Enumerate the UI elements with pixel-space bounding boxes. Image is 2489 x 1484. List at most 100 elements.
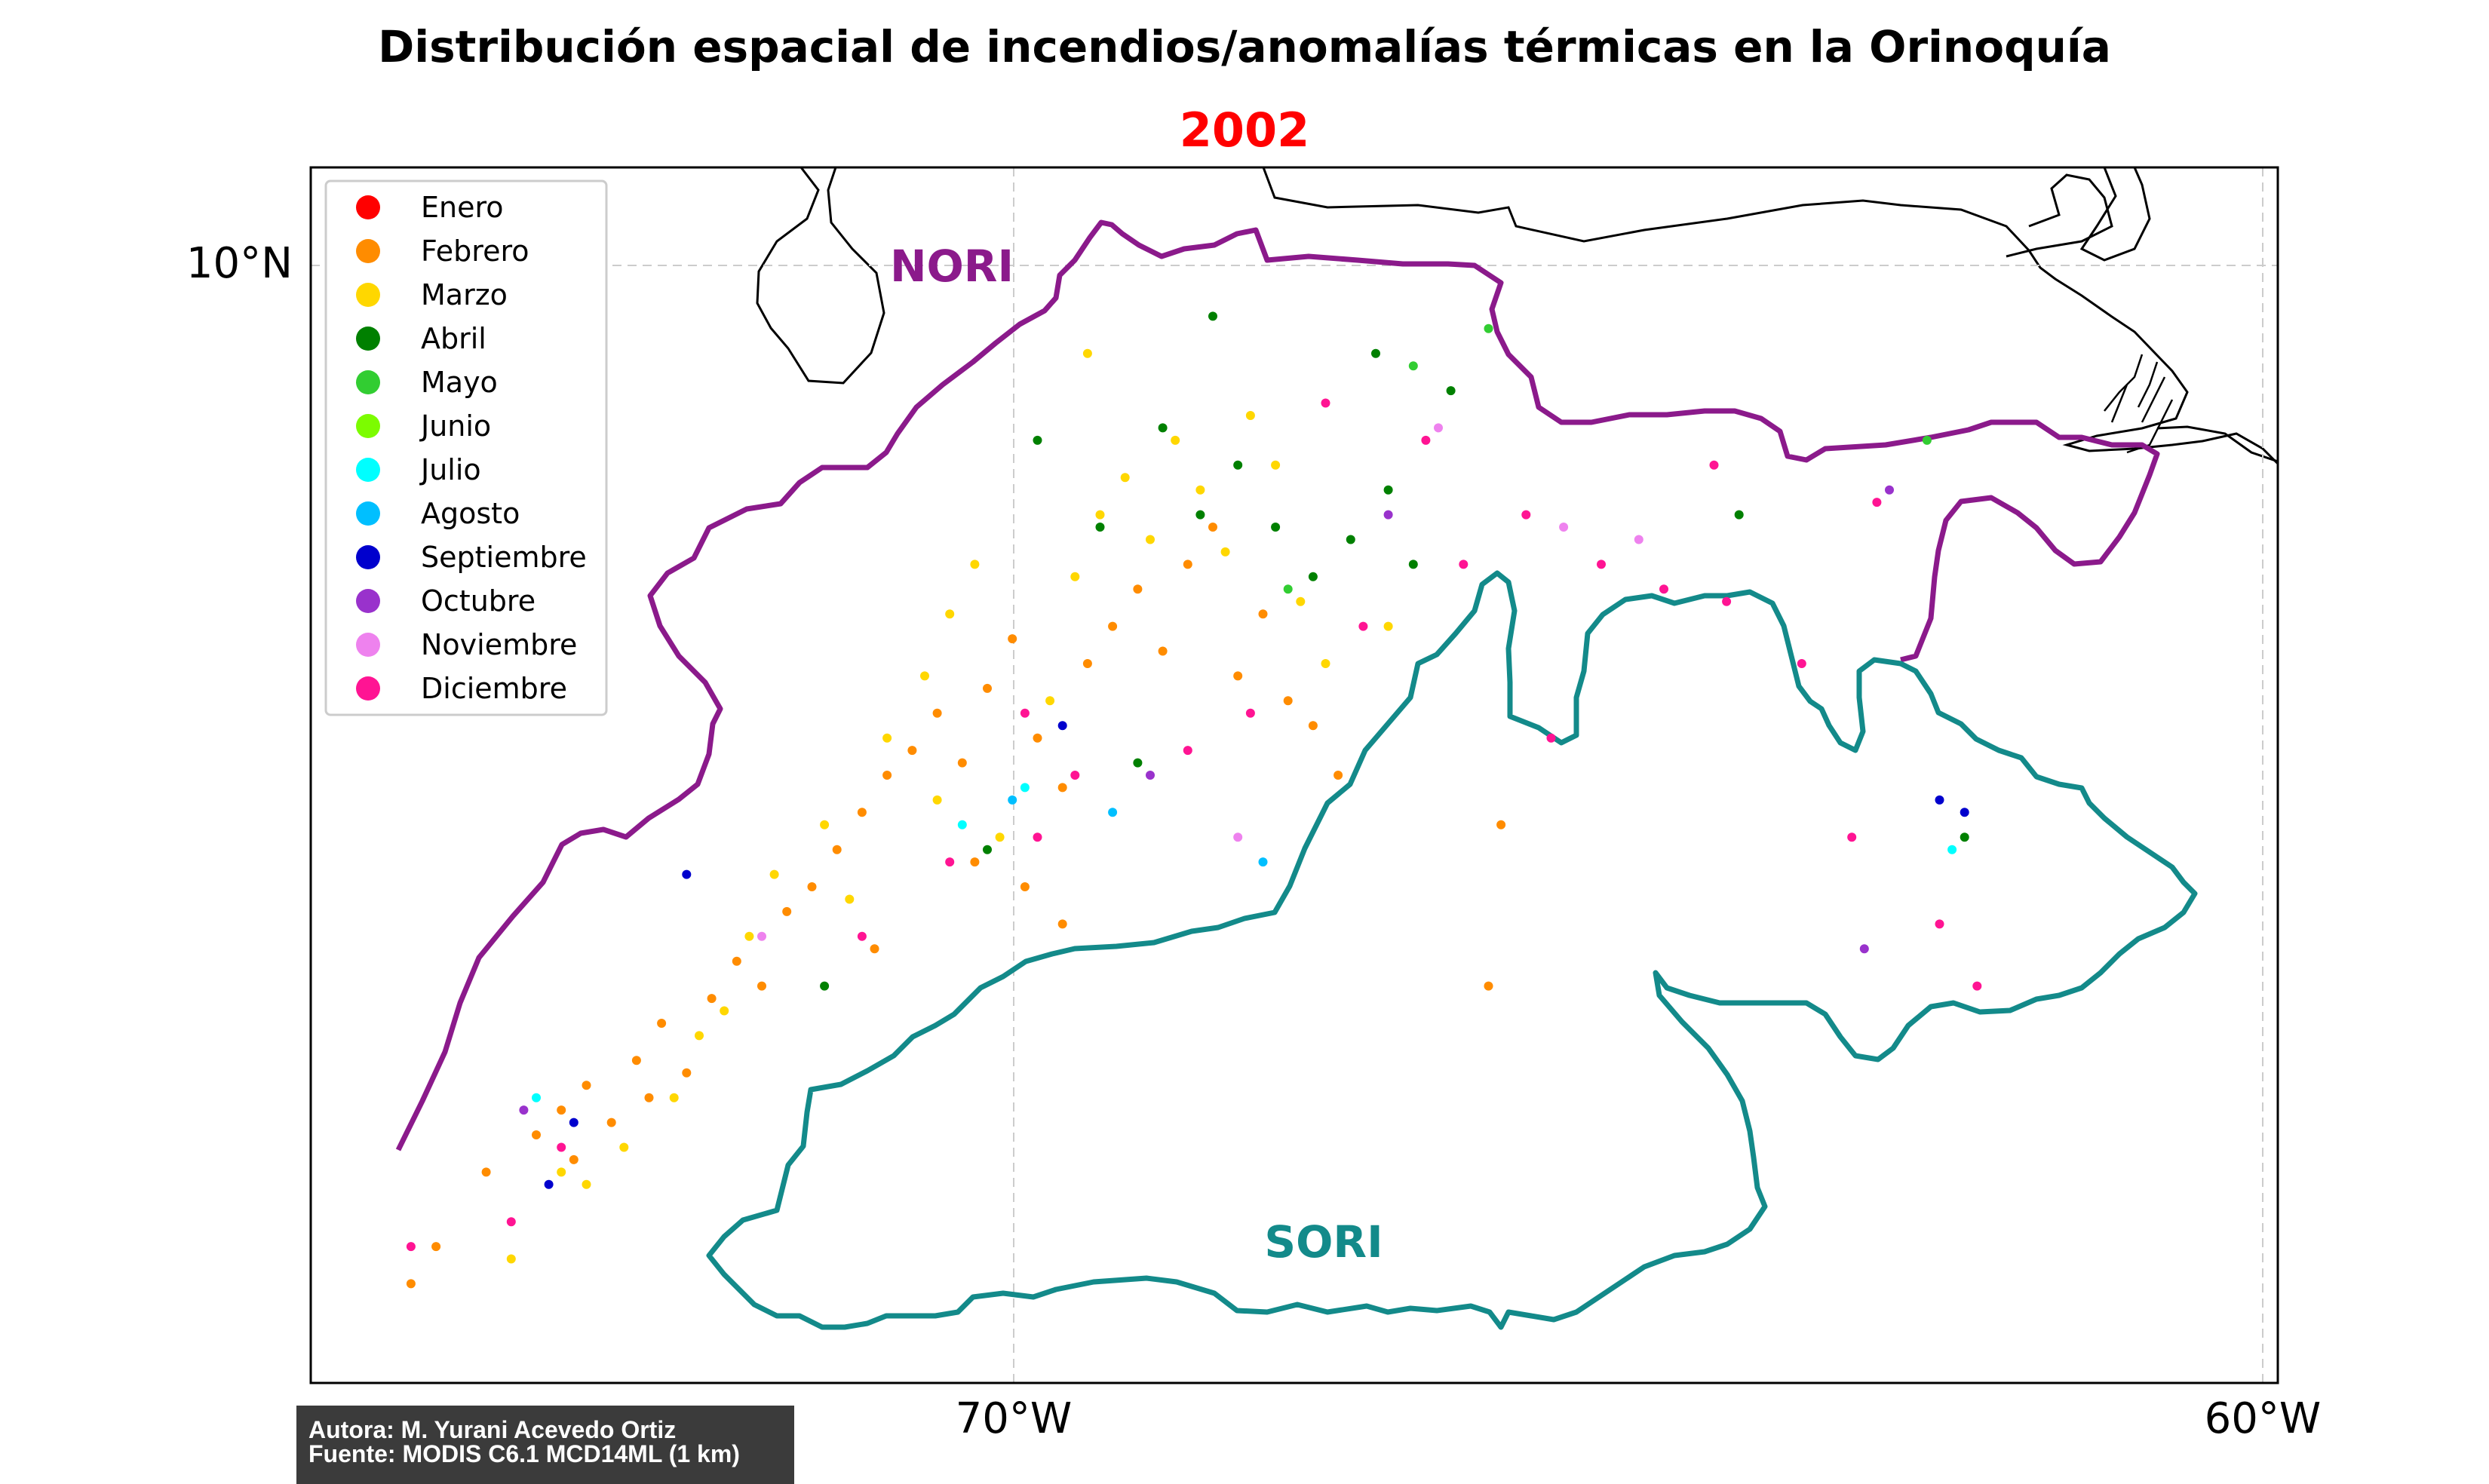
fire-point-abril-7 bbox=[1408, 560, 1418, 569]
fire-point-marzo-26 bbox=[720, 1006, 729, 1016]
fire-point-diciembre-18 bbox=[506, 1217, 516, 1227]
legend-marker-mayo bbox=[356, 370, 380, 394]
legend-marker-noviembre bbox=[356, 633, 380, 657]
legend-label-julio: Julio bbox=[419, 453, 481, 486]
legend-marker-abril bbox=[356, 327, 380, 351]
fire-point-febrero-21 bbox=[1057, 783, 1067, 793]
fire-point-noviembre-0 bbox=[1434, 423, 1443, 433]
fire-point-mayo-0 bbox=[1408, 361, 1418, 371]
fire-point-febrero-17 bbox=[957, 758, 967, 768]
fire-point-febrero-13 bbox=[857, 808, 867, 817]
fire-point-febrero-22 bbox=[1082, 659, 1092, 668]
fire-point-febrero-37 bbox=[644, 1093, 654, 1102]
fire-point-febrero-1 bbox=[557, 1105, 566, 1115]
fire-point-marzo-12 bbox=[1045, 696, 1055, 706]
map-subtitle-year: 2002 bbox=[1179, 103, 1310, 158]
fire-point-noviembre-2 bbox=[1634, 535, 1643, 544]
legend-label-marzo: Marzo bbox=[421, 278, 508, 311]
credits-box: Autora: M. Yurani Acevedo Ortiz Fuente: … bbox=[296, 1406, 794, 1484]
legend-label-agosto: Agosto bbox=[421, 497, 520, 530]
fire-point-agosto-0 bbox=[1108, 808, 1118, 817]
fire-point-octubre-4 bbox=[1885, 485, 1894, 495]
fire-point-marzo-14 bbox=[1095, 510, 1105, 520]
fire-point-octubre-0 bbox=[1383, 510, 1393, 520]
fire-point-diciembre-19 bbox=[406, 1242, 416, 1252]
legend-marker-septiembre bbox=[356, 545, 380, 569]
fire-point-julio-1 bbox=[957, 820, 967, 829]
fire-point-abril-9 bbox=[1371, 348, 1380, 358]
sori-region-boundary bbox=[706, 570, 2198, 1330]
fire-point-diciembre-11 bbox=[1935, 919, 1944, 929]
fire-point-abril-3 bbox=[1271, 523, 1281, 532]
fire-point-octubre-2 bbox=[519, 1105, 529, 1115]
fire-point-diciembre-22 bbox=[1245, 708, 1255, 718]
legend-box bbox=[324, 179, 608, 716]
fire-point-marzo-9 bbox=[945, 609, 955, 619]
fire-point-marzo-22 bbox=[1296, 596, 1306, 606]
legend-label-junio: Junio bbox=[419, 409, 491, 443]
fire-point-febrero-23 bbox=[1108, 621, 1118, 631]
fire-point-marzo-2 bbox=[669, 1093, 679, 1102]
fire-point-marzo-30 bbox=[1383, 621, 1393, 631]
legend-marker-diciembre bbox=[356, 676, 380, 701]
fire-point-febrero-35 bbox=[970, 857, 980, 867]
fire-point-febrero-24 bbox=[1133, 584, 1143, 594]
fire-point-febrero-8 bbox=[732, 956, 741, 966]
fire-point-marzo-23 bbox=[1321, 659, 1330, 668]
fire-point-mayo-2 bbox=[1283, 584, 1293, 594]
fire-point-marzo-3 bbox=[695, 1031, 704, 1041]
legend-label-enero: Enero bbox=[421, 191, 504, 224]
fire-point-septiembre-2 bbox=[544, 1179, 554, 1189]
fire-point-abril-2 bbox=[1233, 460, 1243, 470]
fire-point-febrero-39 bbox=[481, 1167, 491, 1177]
coastline-north bbox=[1262, 167, 2278, 465]
fire-point-febrero-20 bbox=[1033, 733, 1042, 743]
fire-point-diciembre-12 bbox=[1972, 981, 1982, 991]
fire-point-abril-16 bbox=[1734, 510, 1744, 520]
coastline-guyana bbox=[2156, 425, 2278, 463]
fire-point-septiembre-0 bbox=[682, 869, 692, 879]
fire-point-octubre-3 bbox=[1859, 944, 1869, 954]
fire-point-abril-10 bbox=[1208, 311, 1217, 321]
nori-region-boundary bbox=[395, 219, 2160, 1151]
fire-point-marzo-28 bbox=[506, 1254, 516, 1264]
fire-point-marzo-25 bbox=[845, 894, 855, 904]
fire-point-diciembre-24 bbox=[1709, 460, 1719, 470]
fire-point-noviembre-1 bbox=[1559, 523, 1569, 532]
fire-point-diciembre-6 bbox=[1597, 560, 1606, 569]
legend-label-abril: Abril bbox=[421, 322, 486, 355]
legend: Enero Febrero Marzo Abril Mayo Junio Julio Agos… bbox=[324, 179, 608, 716]
fire-point-abril-1 bbox=[1195, 510, 1205, 520]
fire-point-marzo-0 bbox=[557, 1167, 566, 1177]
nori-region-label: NORI bbox=[890, 241, 1014, 292]
legend-label-febrero: Febrero bbox=[421, 235, 529, 268]
credit-source: Fuente: MODIS C6.1 MCD14ML (1 km) bbox=[308, 1440, 740, 1467]
lat-tick-label: 10°N bbox=[186, 239, 293, 288]
fire-point-marzo-11 bbox=[995, 832, 1005, 842]
fire-point-abril-0 bbox=[1158, 423, 1168, 433]
fire-point-julio-3 bbox=[1947, 845, 1957, 854]
fire-point-diciembre-1 bbox=[1070, 771, 1080, 780]
fire-point-septiembre-4 bbox=[1960, 808, 1969, 817]
fire-point-marzo-13 bbox=[1070, 572, 1080, 581]
legend-marker-febrero bbox=[356, 239, 380, 263]
fire-point-abril-8 bbox=[1446, 386, 1456, 396]
fire-point-mayo-3 bbox=[1922, 435, 1932, 445]
fire-point-febrero-40 bbox=[431, 1242, 441, 1252]
fire-point-abril-13 bbox=[1033, 435, 1042, 445]
fire-point-marzo-6 bbox=[820, 820, 830, 829]
fire-point-agosto-1 bbox=[1008, 795, 1017, 805]
fire-point-diciembre-17 bbox=[557, 1142, 566, 1152]
fire-point-diciembre-15 bbox=[945, 857, 955, 867]
fire-point-febrero-10 bbox=[782, 906, 792, 916]
lon-tick-label-70w: 70°W bbox=[956, 1394, 1073, 1443]
fire-point-diciembre-23 bbox=[1546, 733, 1556, 743]
fire-point-diciembre-5 bbox=[1521, 510, 1531, 520]
legend-marker-octubre bbox=[356, 589, 380, 613]
fire-point-marzo-19 bbox=[1220, 547, 1230, 556]
fire-point-marzo-17 bbox=[1171, 435, 1180, 445]
fire-point-febrero-36 bbox=[870, 944, 879, 954]
fire-point-febrero-29 bbox=[1258, 609, 1268, 619]
fire-point-septiembre-5 bbox=[1935, 795, 1944, 805]
fire-point-febrero-19 bbox=[1008, 634, 1017, 644]
